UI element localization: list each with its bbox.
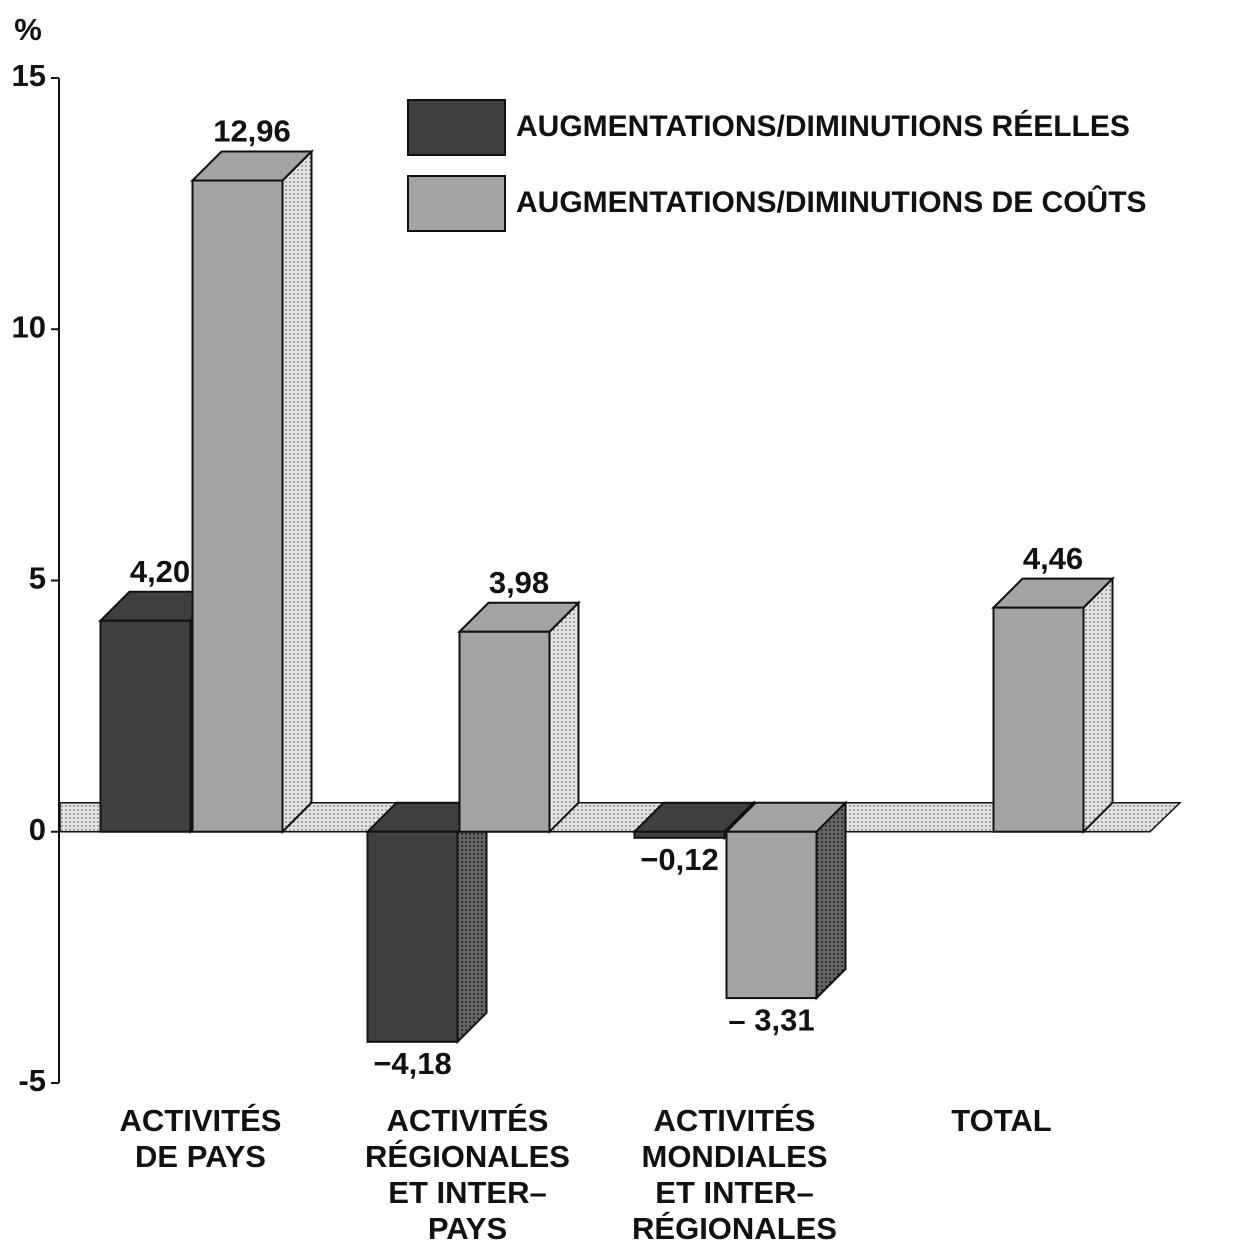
bar: [725, 830, 818, 1000]
value-label: −4,18: [373, 1046, 451, 1081]
bar: [633, 830, 726, 839]
y-tick-label: 0: [29, 812, 46, 847]
bar-side: [456, 800, 488, 1045]
y-tick-label: 5: [29, 561, 46, 596]
value-label: 4,20: [130, 554, 190, 589]
bar-side: [281, 149, 313, 835]
legend-swatch: [407, 175, 506, 232]
bar: [191, 179, 284, 833]
value-label: 4,46: [1023, 541, 1083, 576]
legend-label: AUGMENTATIONS/DIMINUTIONS RÉELLES: [516, 109, 1130, 143]
y-axis-label: %: [14, 12, 42, 47]
bar-side: [548, 600, 580, 835]
value-label: 12,96: [213, 114, 291, 149]
bar: [99, 619, 192, 833]
bar: [366, 830, 459, 1043]
legend-label: AUGMENTATIONS/DIMINUTIONS DE COÛTS: [516, 185, 1147, 219]
legend-swatch: [407, 99, 506, 156]
zero-floor: [59, 802, 1182, 833]
x-tick-label: ACTIVITÉS RÉGIONALES ET INTER– PAYS: [365, 1103, 570, 1245]
x-tick-label: ACTIVITÉS MONDIALES ET INTER– RÉGIONALES: [632, 1103, 837, 1245]
y-tick-label: 15: [12, 58, 46, 93]
bar: [458, 630, 551, 833]
x-tick-label: ACTIVITÉS DE PAYS: [120, 1103, 282, 1174]
y-tick-label: -5: [18, 1063, 46, 1098]
bar: [992, 606, 1085, 833]
value-label: −0,12: [640, 842, 718, 877]
value-label: – 3,31: [728, 1002, 814, 1037]
bar-side: [1082, 576, 1114, 835]
y-tick-label: 10: [12, 309, 46, 344]
value-label: 3,98: [489, 565, 549, 600]
bar-side: [815, 800, 847, 1001]
x-tick-label: TOTAL: [951, 1103, 1051, 1138]
